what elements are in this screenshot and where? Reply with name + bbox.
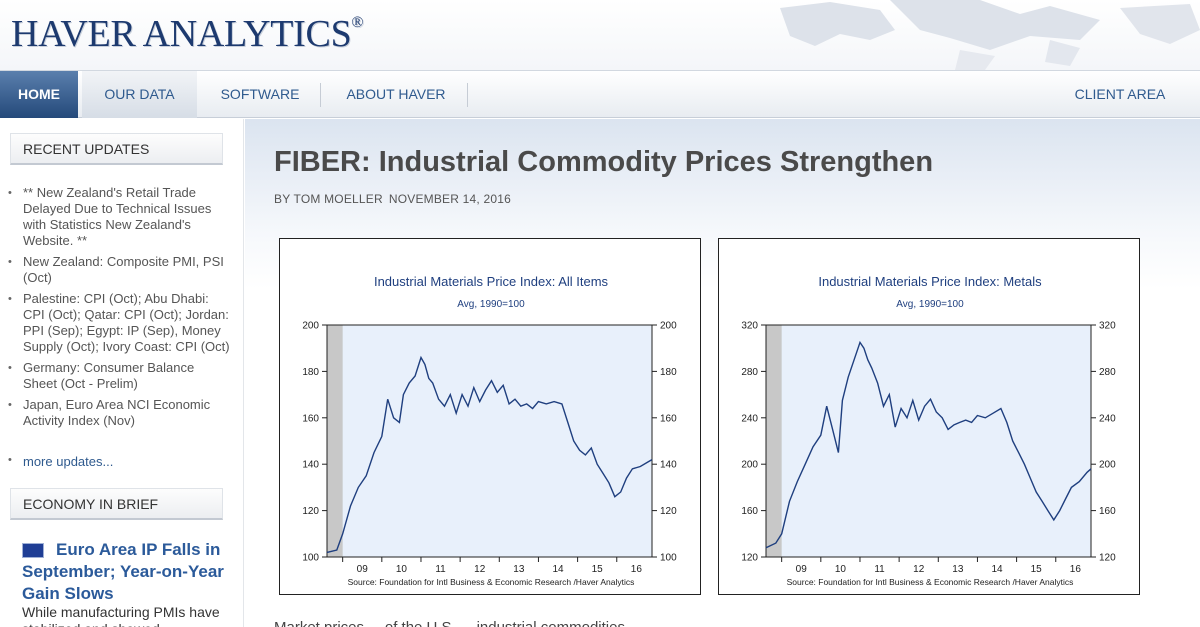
chart-subtitle: Avg, 1990=100	[896, 299, 964, 310]
x-tick-label: 11	[874, 564, 885, 575]
recession-band	[327, 325, 343, 557]
x-tick-label: 12	[474, 564, 486, 575]
y-tick-label-right: 320	[1099, 321, 1116, 332]
update-item[interactable]: Japan, Euro Area NCI Economic Activity I…	[8, 397, 230, 429]
x-tick-label: 16	[1070, 564, 1082, 575]
x-tick-label: 13	[952, 564, 964, 575]
chart-subtitle: Avg, 1990=100	[457, 299, 525, 310]
y-tick-label-right: 140	[660, 460, 677, 471]
x-tick-label: 15	[1031, 564, 1043, 575]
y-tick-label-left: 120	[302, 506, 319, 517]
nav-divider	[320, 83, 321, 107]
publish-date: NOVEMBER 14, 2016	[388, 192, 511, 206]
article-body: Market prices ... of the U.S. ... indust…	[274, 619, 642, 627]
x-tick-label: 16	[631, 564, 643, 575]
nav-about-haver[interactable]: ABOUT HAVER	[346, 86, 446, 102]
article-area: FIBER: Industrial Commodity Prices Stren…	[245, 119, 1200, 627]
brief-headline-link[interactable]: Euro Area IP Falls in September; Year-on…	[22, 540, 224, 603]
author[interactable]: BY TOM MOELLER	[274, 192, 383, 206]
x-tick-label: 12	[913, 564, 925, 575]
world-map-graphic	[780, 0, 1200, 70]
eu-flag-icon	[22, 543, 44, 558]
chart-title: Industrial Materials Price Index: Metals	[818, 274, 1042, 289]
y-tick-label-right: 200	[1099, 460, 1116, 471]
y-tick-label-right: 160	[660, 413, 677, 424]
plot-area	[766, 325, 1091, 557]
plot-frame	[765, 324, 1092, 558]
y-tick-label-left: 100	[302, 553, 319, 564]
economy-in-brief-heading: ECONOMY IN BRIEF	[10, 488, 223, 520]
nav-divider	[467, 83, 468, 107]
y-tick-label-right: 240	[1099, 413, 1116, 424]
recession-band	[766, 325, 782, 557]
update-item[interactable]: Germany: Consumer Balance Sheet (Oct - P…	[8, 360, 230, 392]
y-tick-label-left: 180	[302, 367, 319, 378]
y-tick-label-left: 120	[741, 553, 758, 564]
series-line	[765, 340, 1092, 549]
update-item[interactable]: ** New Zealand's Retail Trade Delayed Du…	[8, 185, 230, 249]
update-item[interactable]: New Zealand: Composite PMI, PSI (Oct)	[8, 254, 230, 286]
chart-source: Source: Foundation for Intl Business & E…	[348, 577, 635, 587]
plot-area	[327, 325, 652, 557]
nav-home[interactable]: HOME	[0, 71, 78, 118]
y-tick-label-right: 120	[660, 506, 677, 517]
recent-updates-list: ** New Zealand's Retail Trade Delayed Du…	[8, 185, 230, 434]
y-tick-label-left: 160	[741, 506, 758, 517]
y-tick-label-left: 200	[302, 321, 319, 332]
more-updates-link[interactable]: more updates...	[8, 454, 113, 469]
y-tick-label-right: 160	[1099, 506, 1116, 517]
chart-title: Industrial Materials Price Index: All It…	[374, 274, 609, 289]
plot-frame	[326, 324, 653, 558]
y-tick-label-right: 100	[660, 553, 677, 564]
y-tick-label-left: 160	[302, 413, 319, 424]
main-nav: HOME OUR DATA SOFTWARE ABOUT HAVER CLIEN…	[0, 70, 1200, 118]
chart-all-items: Industrial Materials Price Index: All It…	[279, 238, 701, 595]
y-tick-label-right: 120	[1099, 553, 1116, 564]
sidebar: RECENT UPDATES ** New Zealand's Retail T…	[0, 119, 244, 627]
x-tick-label: 10	[835, 564, 847, 575]
x-tick-label: 09	[357, 564, 369, 575]
recent-updates-heading: RECENT UPDATES	[10, 133, 223, 165]
y-tick-label-left: 240	[741, 413, 758, 424]
chart-metals: Industrial Materials Price Index: Metals…	[718, 238, 1140, 595]
update-item[interactable]: Palestine: CPI (Oct); Abu Dhabi: CPI (Oc…	[8, 291, 230, 355]
x-tick-label: 11	[435, 564, 446, 575]
x-tick-label: 13	[513, 564, 525, 575]
nav-our-data[interactable]: OUR DATA	[82, 71, 197, 118]
chart-source: Source: Foundation for Intl Business & E…	[787, 577, 1074, 587]
series-line	[326, 355, 653, 554]
y-tick-label-left: 200	[741, 460, 758, 471]
x-tick-label: 14	[991, 564, 1003, 575]
article-title: FIBER: Industrial Commodity Prices Stren…	[274, 146, 934, 178]
chart-svg: Industrial Materials Price Index: Metals…	[741, 274, 1116, 587]
brief-summary: While manufacturing PMIs have stabilized…	[22, 604, 220, 627]
haver-analytics-logo[interactable]: HAVER ANALYTICS®	[11, 13, 364, 55]
y-tick-label-right: 280	[1099, 367, 1116, 378]
x-tick-label: 09	[796, 564, 808, 575]
y-tick-label-right: 200	[660, 321, 677, 332]
y-tick-label-left: 280	[741, 367, 758, 378]
nav-client-area[interactable]: CLIENT AREA	[1074, 86, 1166, 102]
x-tick-label: 15	[592, 564, 604, 575]
nav-software[interactable]: SOFTWARE	[220, 86, 300, 102]
x-tick-label: 10	[396, 564, 408, 575]
y-tick-label-right: 180	[660, 367, 677, 378]
site-header: HAVER ANALYTICS®	[0, 0, 1200, 70]
y-tick-label-left: 140	[302, 460, 319, 471]
y-tick-label-left: 320	[741, 321, 758, 332]
x-tick-label: 14	[552, 564, 564, 575]
chart-svg: Industrial Materials Price Index: All It…	[302, 274, 677, 587]
byline: BY TOM MOELLER NOVEMBER 14, 2016	[274, 192, 511, 206]
